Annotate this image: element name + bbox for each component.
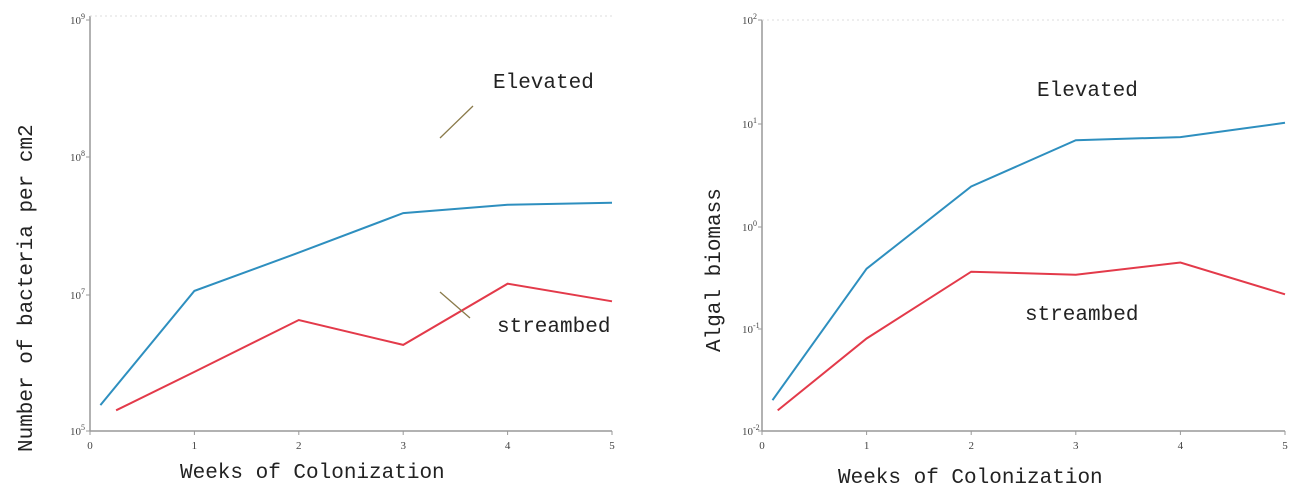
- y-tick-label: 105: [70, 423, 85, 438]
- y-tick-label: 10-2: [742, 423, 760, 438]
- right-x-ticks: 0 1 2 3 4 5: [759, 431, 1288, 452]
- x-tick-label: 5: [609, 440, 615, 452]
- right-y-ticks: 10-2 10-1 100 101 102: [742, 12, 762, 438]
- left-streambed-line: [115, 282, 613, 412]
- left-x-axis-title: Weeks of Colonization: [180, 462, 445, 485]
- left-elevated-line: [99, 201, 613, 406]
- right-x-axis-title: Weeks of Colonization: [838, 467, 1103, 487]
- y-tick-label: 109: [70, 12, 85, 27]
- left-elevated-leader: [439, 105, 474, 139]
- x-tick-label: 4: [505, 440, 511, 452]
- right-elevated-label: Elevated: [1037, 80, 1138, 103]
- x-tick-label: 0: [87, 440, 93, 452]
- left-streambed-leader: [439, 291, 471, 319]
- right-y-axis-title: Algal biomass: [704, 188, 727, 352]
- right-streambed-label: streambed: [1025, 304, 1138, 327]
- x-tick-label: 5: [1282, 440, 1288, 452]
- y-tick-label: 10-1: [742, 321, 760, 336]
- x-tick-label: 3: [1073, 440, 1079, 452]
- left-streambed-label: streambed: [497, 316, 610, 339]
- right-streambed-line: [777, 261, 1286, 412]
- left-y-ticks: 105 107 108 109: [70, 12, 90, 438]
- x-tick-label: 1: [192, 440, 198, 452]
- y-tick-label: 107: [70, 287, 85, 302]
- left-elevated-label: Elevated: [493, 72, 594, 95]
- right-elevated-line: [771, 121, 1286, 401]
- x-tick-label: 3: [400, 440, 406, 452]
- x-tick-label: 1: [864, 440, 870, 452]
- x-tick-label: 2: [296, 440, 302, 452]
- y-tick-label: 101: [742, 116, 757, 131]
- x-tick-label: 0: [759, 440, 765, 452]
- y-tick-label: 108: [70, 149, 85, 164]
- x-tick-label: 2: [968, 440, 974, 452]
- x-tick-label: 4: [1178, 440, 1184, 452]
- y-tick-label: 100: [742, 219, 757, 234]
- algae-chart: 0 1 2 3 4 5 10-2 10-1 100 101 102 Elevated stream…: [704, 12, 1288, 487]
- left-y-axis-title: Number of bacteria per cm2: [16, 124, 39, 452]
- y-tick-label: 102: [742, 12, 757, 27]
- left-x-ticks: 0 1 2 3 4 5: [87, 431, 615, 452]
- bacteria-chart: 0 1 2 3 4 5 105 107 108 109 Elevated streambed W…: [16, 12, 615, 485]
